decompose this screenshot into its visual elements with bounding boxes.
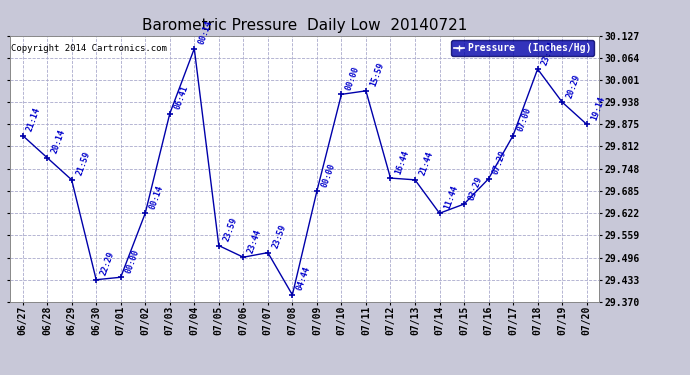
Text: 00:00: 00:00 — [319, 162, 337, 188]
Pressure  (Inches/Hg) — [190, 46, 199, 51]
Text: 23:59: 23:59 — [221, 216, 239, 243]
Text: 07:29: 07:29 — [491, 149, 509, 176]
Text: 07:00: 07:00 — [516, 106, 533, 133]
Pressure  (Inches/Hg) — [141, 211, 149, 216]
Pressure  (Inches/Hg) — [288, 292, 297, 297]
Text: 23:59: 23:59 — [270, 223, 288, 250]
Pressure  (Inches/Hg) — [460, 202, 469, 206]
Pressure  (Inches/Hg) — [484, 177, 493, 181]
Text: 15:59: 15:59 — [368, 62, 386, 88]
Text: Copyright 2014 Cartronics.com: Copyright 2014 Cartronics.com — [11, 44, 167, 52]
Text: 06:41: 06:41 — [172, 84, 190, 111]
Pressure  (Inches/Hg) — [215, 243, 223, 248]
Pressure  (Inches/Hg) — [239, 255, 248, 260]
Pressure  (Inches/Hg) — [533, 67, 542, 71]
Pressure  (Inches/Hg) — [337, 92, 346, 97]
Text: 00:00: 00:00 — [124, 248, 141, 274]
Text: 23:14: 23:14 — [540, 40, 558, 66]
Pressure  (Inches/Hg) — [43, 155, 51, 160]
Pressure  (Inches/Hg) — [313, 189, 321, 194]
Text: 00:14: 00:14 — [197, 19, 214, 46]
Legend: Pressure  (Inches/Hg): Pressure (Inches/Hg) — [451, 40, 594, 56]
Title: Barometric Pressure  Daily Low  20140721: Barometric Pressure Daily Low 20140721 — [142, 18, 467, 33]
Pressure  (Inches/Hg) — [362, 88, 370, 93]
Text: 03:29: 03:29 — [467, 175, 484, 201]
Pressure  (Inches/Hg) — [117, 275, 125, 279]
Pressure  (Inches/Hg) — [68, 178, 76, 182]
Text: 16:44: 16:44 — [393, 149, 411, 175]
Pressure  (Inches/Hg) — [582, 122, 591, 126]
Text: 21:44: 21:44 — [417, 150, 435, 177]
Text: 04:44: 04:44 — [295, 266, 312, 292]
Text: 20:29: 20:29 — [565, 73, 582, 99]
Pressure  (Inches/Hg) — [264, 251, 272, 255]
Text: 11:44: 11:44 — [442, 184, 460, 210]
Text: 23:44: 23:44 — [246, 228, 263, 254]
Pressure  (Inches/Hg) — [92, 278, 100, 282]
Pressure  (Inches/Hg) — [435, 211, 444, 216]
Pressure  (Inches/Hg) — [19, 133, 27, 138]
Line: Pressure  (Inches/Hg): Pressure (Inches/Hg) — [19, 45, 590, 298]
Text: 19:14: 19:14 — [589, 95, 607, 122]
Text: 00:00: 00:00 — [344, 65, 361, 92]
Text: 20:14: 20:14 — [50, 128, 67, 155]
Pressure  (Inches/Hg) — [386, 176, 395, 180]
Pressure  (Inches/Hg) — [558, 100, 566, 104]
Pressure  (Inches/Hg) — [509, 133, 518, 138]
Text: 21:59: 21:59 — [75, 150, 92, 177]
Text: 00:14: 00:14 — [148, 184, 165, 210]
Text: 22:29: 22:29 — [99, 251, 116, 277]
Pressure  (Inches/Hg) — [166, 111, 174, 116]
Pressure  (Inches/Hg) — [411, 178, 419, 182]
Text: 21:14: 21:14 — [26, 106, 42, 133]
